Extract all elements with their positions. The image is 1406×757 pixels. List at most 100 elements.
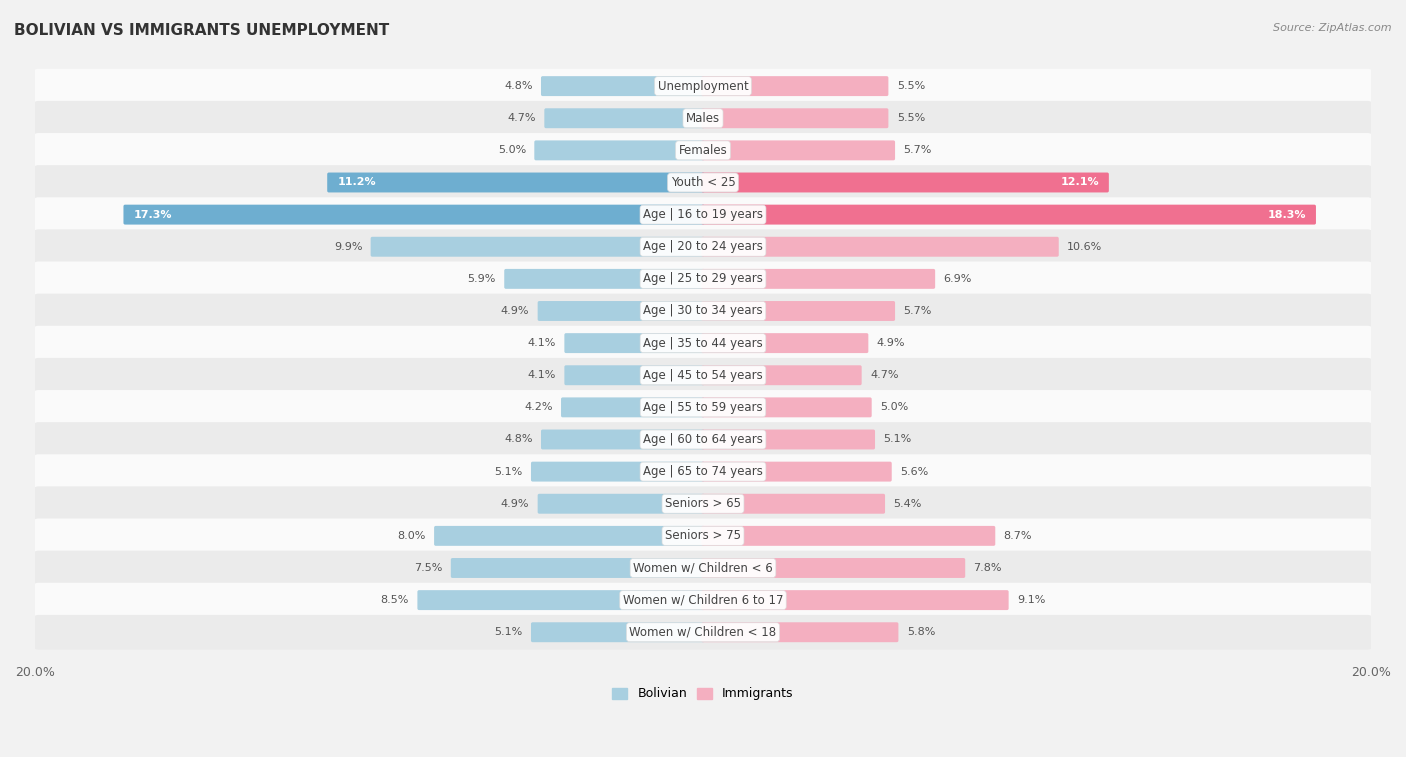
FancyBboxPatch shape bbox=[34, 165, 1372, 200]
Text: Women w/ Children < 18: Women w/ Children < 18 bbox=[630, 626, 776, 639]
Text: 17.3%: 17.3% bbox=[134, 210, 172, 220]
Text: 8.5%: 8.5% bbox=[381, 595, 409, 605]
Text: 8.7%: 8.7% bbox=[1004, 531, 1032, 540]
FancyBboxPatch shape bbox=[564, 366, 704, 385]
Text: Age | 35 to 44 years: Age | 35 to 44 years bbox=[643, 337, 763, 350]
Text: 5.0%: 5.0% bbox=[498, 145, 526, 155]
FancyBboxPatch shape bbox=[34, 326, 1372, 360]
FancyBboxPatch shape bbox=[34, 229, 1372, 264]
FancyBboxPatch shape bbox=[702, 237, 1059, 257]
Text: Females: Females bbox=[679, 144, 727, 157]
FancyBboxPatch shape bbox=[561, 397, 704, 417]
FancyBboxPatch shape bbox=[544, 108, 704, 128]
FancyBboxPatch shape bbox=[434, 526, 704, 546]
Text: 5.9%: 5.9% bbox=[468, 274, 496, 284]
FancyBboxPatch shape bbox=[34, 390, 1372, 425]
FancyBboxPatch shape bbox=[34, 615, 1372, 650]
Text: 9.1%: 9.1% bbox=[1017, 595, 1046, 605]
Text: Women w/ Children < 6: Women w/ Children < 6 bbox=[633, 562, 773, 575]
Text: 18.3%: 18.3% bbox=[1267, 210, 1306, 220]
Text: 8.0%: 8.0% bbox=[398, 531, 426, 540]
Text: 4.8%: 4.8% bbox=[505, 81, 533, 91]
Text: 4.9%: 4.9% bbox=[877, 338, 905, 348]
Text: Age | 25 to 29 years: Age | 25 to 29 years bbox=[643, 273, 763, 285]
FancyBboxPatch shape bbox=[38, 266, 1368, 292]
Text: 5.1%: 5.1% bbox=[883, 435, 911, 444]
FancyBboxPatch shape bbox=[702, 140, 896, 160]
Text: 4.1%: 4.1% bbox=[527, 370, 555, 380]
Text: BOLIVIAN VS IMMIGRANTS UNEMPLOYMENT: BOLIVIAN VS IMMIGRANTS UNEMPLOYMENT bbox=[14, 23, 389, 38]
FancyBboxPatch shape bbox=[537, 494, 704, 514]
Text: Age | 16 to 19 years: Age | 16 to 19 years bbox=[643, 208, 763, 221]
Text: Unemployment: Unemployment bbox=[658, 79, 748, 92]
FancyBboxPatch shape bbox=[505, 269, 704, 289]
FancyBboxPatch shape bbox=[531, 462, 704, 481]
FancyBboxPatch shape bbox=[34, 487, 1372, 521]
FancyBboxPatch shape bbox=[38, 394, 1368, 421]
FancyBboxPatch shape bbox=[34, 133, 1372, 168]
Text: 4.2%: 4.2% bbox=[524, 403, 553, 413]
FancyBboxPatch shape bbox=[702, 76, 889, 96]
FancyBboxPatch shape bbox=[702, 429, 875, 450]
Text: 5.7%: 5.7% bbox=[904, 145, 932, 155]
Text: 4.7%: 4.7% bbox=[870, 370, 898, 380]
Text: Age | 65 to 74 years: Age | 65 to 74 years bbox=[643, 465, 763, 478]
FancyBboxPatch shape bbox=[702, 173, 1109, 192]
FancyBboxPatch shape bbox=[34, 261, 1372, 296]
Text: Age | 45 to 54 years: Age | 45 to 54 years bbox=[643, 369, 763, 382]
FancyBboxPatch shape bbox=[371, 237, 704, 257]
FancyBboxPatch shape bbox=[38, 73, 1368, 99]
FancyBboxPatch shape bbox=[38, 362, 1368, 388]
Text: Youth < 25: Youth < 25 bbox=[671, 176, 735, 189]
FancyBboxPatch shape bbox=[38, 105, 1368, 132]
Text: 10.6%: 10.6% bbox=[1067, 241, 1102, 252]
FancyBboxPatch shape bbox=[328, 173, 704, 192]
FancyBboxPatch shape bbox=[38, 234, 1368, 260]
Text: 5.8%: 5.8% bbox=[907, 628, 935, 637]
FancyBboxPatch shape bbox=[38, 619, 1368, 646]
FancyBboxPatch shape bbox=[38, 555, 1368, 581]
Text: 5.1%: 5.1% bbox=[495, 466, 523, 477]
FancyBboxPatch shape bbox=[38, 137, 1368, 164]
Text: 6.9%: 6.9% bbox=[943, 274, 972, 284]
FancyBboxPatch shape bbox=[702, 526, 995, 546]
FancyBboxPatch shape bbox=[451, 558, 704, 578]
Text: 4.1%: 4.1% bbox=[527, 338, 555, 348]
Text: 5.5%: 5.5% bbox=[897, 114, 925, 123]
Text: Age | 60 to 64 years: Age | 60 to 64 years bbox=[643, 433, 763, 446]
Text: Seniors > 65: Seniors > 65 bbox=[665, 497, 741, 510]
FancyBboxPatch shape bbox=[702, 622, 898, 642]
Text: 9.9%: 9.9% bbox=[333, 241, 363, 252]
Text: 4.8%: 4.8% bbox=[505, 435, 533, 444]
FancyBboxPatch shape bbox=[34, 519, 1372, 553]
Text: Source: ZipAtlas.com: Source: ZipAtlas.com bbox=[1274, 23, 1392, 33]
FancyBboxPatch shape bbox=[124, 204, 704, 225]
FancyBboxPatch shape bbox=[38, 522, 1368, 549]
Text: 5.7%: 5.7% bbox=[904, 306, 932, 316]
FancyBboxPatch shape bbox=[702, 494, 884, 514]
Text: 7.5%: 7.5% bbox=[415, 563, 443, 573]
FancyBboxPatch shape bbox=[702, 462, 891, 481]
FancyBboxPatch shape bbox=[534, 140, 704, 160]
Text: 12.1%: 12.1% bbox=[1060, 177, 1099, 188]
Text: Age | 55 to 59 years: Age | 55 to 59 years bbox=[643, 401, 763, 414]
Text: Age | 30 to 34 years: Age | 30 to 34 years bbox=[643, 304, 763, 317]
Text: 5.4%: 5.4% bbox=[893, 499, 922, 509]
FancyBboxPatch shape bbox=[418, 590, 704, 610]
FancyBboxPatch shape bbox=[541, 429, 704, 450]
Text: Males: Males bbox=[686, 112, 720, 125]
FancyBboxPatch shape bbox=[702, 366, 862, 385]
Text: 7.8%: 7.8% bbox=[973, 563, 1002, 573]
Text: 5.6%: 5.6% bbox=[900, 466, 928, 477]
FancyBboxPatch shape bbox=[702, 333, 869, 353]
FancyBboxPatch shape bbox=[38, 201, 1368, 228]
FancyBboxPatch shape bbox=[38, 170, 1368, 195]
FancyBboxPatch shape bbox=[537, 301, 704, 321]
Text: Women w/ Children 6 to 17: Women w/ Children 6 to 17 bbox=[623, 593, 783, 606]
Legend: Bolivian, Immigrants: Bolivian, Immigrants bbox=[607, 683, 799, 706]
FancyBboxPatch shape bbox=[702, 301, 896, 321]
FancyBboxPatch shape bbox=[34, 294, 1372, 329]
FancyBboxPatch shape bbox=[702, 590, 1008, 610]
FancyBboxPatch shape bbox=[34, 101, 1372, 136]
FancyBboxPatch shape bbox=[38, 587, 1368, 613]
